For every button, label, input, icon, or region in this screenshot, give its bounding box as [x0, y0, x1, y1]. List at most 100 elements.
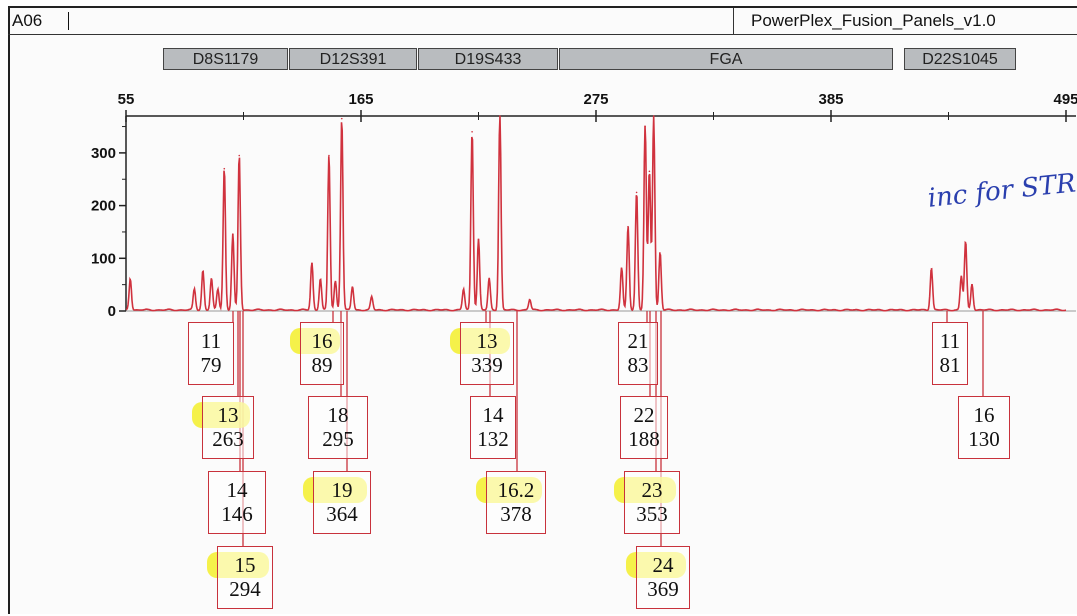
peak-point [351, 286, 354, 289]
peak-point [652, 115, 655, 117]
peak-point [223, 167, 226, 170]
marker-d12s391[interactable]: D12S391 [289, 48, 417, 70]
allele-call-box[interactable]: 16 130 [958, 396, 1010, 459]
allele-number: 19 [331, 478, 353, 502]
allele-call-box[interactable]: 19 364 [313, 471, 371, 534]
allele-number: 21 [627, 329, 649, 353]
allele-call-box[interactable]: 24 369 [636, 546, 690, 609]
allele-number: 11 [939, 329, 961, 353]
peak-point [499, 115, 501, 117]
peak-point [129, 278, 132, 281]
allele-peak-value: 294 [229, 577, 261, 601]
allele-number: 15 [234, 553, 256, 577]
allele-call-box[interactable]: 14 132 [470, 396, 516, 459]
trace-line [125, 115, 1067, 312]
allele-number: 11 [200, 329, 222, 353]
allele-peak-value: 295 [322, 427, 354, 451]
allele-call-box[interactable]: 15 294 [217, 546, 273, 609]
allele-peak-value: 378 [500, 502, 532, 526]
peak-point [319, 278, 322, 281]
allele-number: 16 [973, 403, 995, 427]
y-tick-label: 100 [91, 250, 116, 267]
marker-d22s1045[interactable]: D22S1045 [904, 48, 1016, 70]
x-tick-label: 275 [583, 91, 608, 108]
peak-point [635, 191, 638, 194]
allele-peak-value: 146 [221, 502, 253, 526]
marker-d19s433[interactable]: D19S433 [418, 48, 558, 70]
allele-call-box[interactable]: 23 353 [624, 471, 680, 534]
allele-call-box[interactable]: 11 81 [932, 322, 968, 385]
allele-peak-value: 83 [627, 353, 649, 377]
allele-number: 16.2 [497, 478, 535, 502]
panel-name: PowerPlex_Fusion_Panels_v1.0 [751, 11, 996, 30]
x-tick-label: 165 [348, 91, 373, 108]
peak-point [471, 131, 473, 133]
allele-number: 14 [482, 403, 504, 427]
peak-point [328, 154, 330, 157]
allele-peak-value: 188 [628, 427, 660, 451]
allele-number: 14 [226, 478, 248, 502]
allele-call-box[interactable]: 13 263 [202, 396, 254, 459]
allele-peak-value: 353 [636, 502, 668, 526]
x-tick-label: 495 [1053, 91, 1077, 108]
allele-call-box[interactable]: 13 339 [460, 322, 514, 385]
allele-number: 24 [652, 553, 674, 577]
peak-point [217, 289, 219, 291]
peak-point [964, 241, 967, 244]
marker-bar: D8S1179 D12S391 D19S433 FGA [163, 48, 893, 72]
allele-peak-value: 339 [471, 353, 503, 377]
peak-point [960, 275, 963, 278]
peak-point [334, 281, 337, 283]
peak-point [477, 239, 480, 241]
peak-point [648, 170, 651, 173]
allele-number: 13 [217, 403, 239, 427]
allele-number: 13 [476, 329, 498, 353]
allele-call-box[interactable]: 16 89 [300, 322, 344, 385]
allele-call-box[interactable]: 18 295 [308, 396, 368, 459]
y-tick-label: 200 [91, 198, 116, 215]
peak-point [488, 278, 490, 281]
peak-point [311, 262, 313, 265]
x-tick-label: 55 [118, 91, 135, 108]
peak-point [627, 225, 629, 228]
sample-id: A06 [12, 11, 43, 30]
text-cursor [68, 12, 69, 30]
allele-number: 16 [311, 329, 333, 353]
allele-peak-value: 79 [200, 353, 222, 377]
x-tick-label: 385 [818, 91, 843, 108]
marker-d8s1179[interactable]: D8S1179 [163, 48, 288, 70]
y-tick-label: 0 [108, 303, 116, 320]
allele-peak-value: 81 [939, 353, 961, 377]
allele-call-box[interactable]: 14 146 [208, 471, 266, 534]
allele-call-box[interactable]: 22 188 [620, 396, 668, 459]
allele-peak-value: 364 [326, 502, 358, 526]
sample-header: A06 PowerPlex_Fusion_Panels_v1.0 [8, 8, 1077, 35]
peak-point [644, 125, 646, 128]
peak-point [238, 154, 241, 157]
peak-point [232, 233, 234, 236]
allele-call-box[interactable]: 16.2 378 [486, 471, 546, 534]
peak-point [370, 297, 373, 299]
allele-number: 22 [633, 403, 655, 427]
peak-point [193, 289, 196, 291]
y-tick-label: 300 [91, 145, 116, 162]
peak-point [930, 268, 933, 270]
peak-point [340, 117, 343, 120]
peak-point [210, 278, 213, 281]
allele-peak-value: 89 [311, 353, 333, 377]
peak-point [620, 268, 623, 270]
marker-fga[interactable]: FGA [559, 48, 893, 70]
peak-point [202, 270, 204, 273]
allele-peak-value: 132 [477, 427, 509, 451]
allele-peak-value: 263 [212, 427, 244, 451]
allele-call-box[interactable]: 11 79 [188, 322, 234, 385]
allele-number: 23 [641, 478, 663, 502]
allele-number: 18 [327, 403, 349, 427]
peak-point [659, 252, 661, 254]
allele-peak-value: 369 [647, 577, 679, 601]
peak-point [462, 289, 465, 291]
sample-id-field[interactable]: A06 [8, 8, 734, 34]
peak-point [528, 299, 531, 302]
allele-peak-value: 130 [968, 427, 1000, 451]
allele-call-box[interactable]: 21 83 [618, 322, 658, 385]
